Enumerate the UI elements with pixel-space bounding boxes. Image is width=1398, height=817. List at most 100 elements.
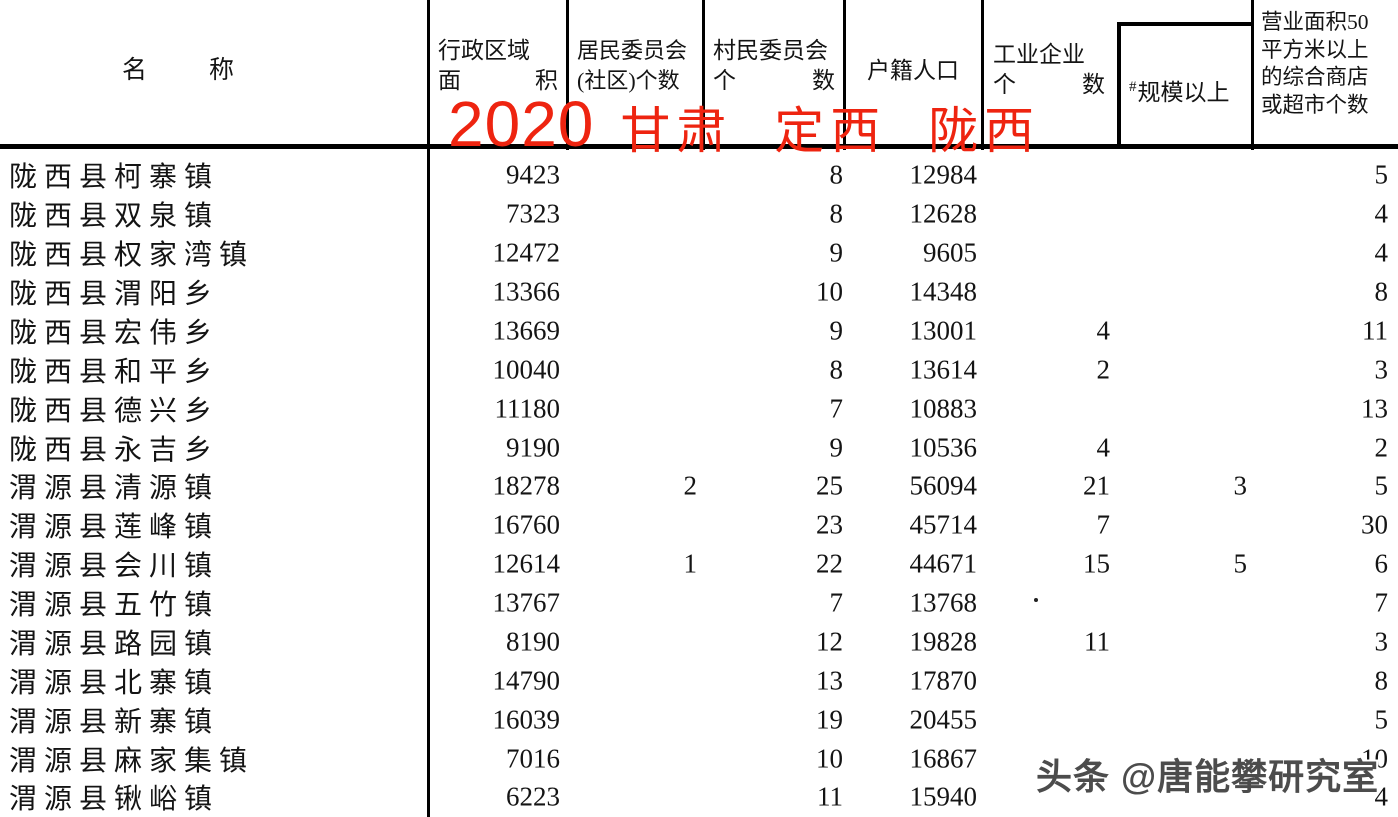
cell-area: 12472 (492, 237, 561, 268)
cell-area: 8190 (506, 626, 560, 657)
cell-area: 14790 (492, 665, 561, 696)
red-watermark: 2020 甘肃 定西 陇西 (448, 92, 1040, 156)
header-jumin-line2: (社区)个数 (577, 68, 680, 93)
cell-cunmin: 22 (816, 548, 843, 579)
cell-hukou: 19828 (909, 626, 978, 657)
column-divider-gongye (1251, 0, 1254, 150)
header-area: 行政区域 面 积 (438, 36, 558, 96)
cell-name: 陇西县和平乡 (9, 356, 220, 388)
cell-shop: 3 (1374, 354, 1389, 385)
header-bottom-rule (0, 144, 1398, 149)
header-shop: 营业面积50 平方米以上 的综合商店 或超市个数 (1261, 9, 1391, 119)
header-jumin-line1: 居民委员会 (577, 38, 688, 63)
header-name-char1: 名 (122, 57, 148, 84)
cell-name: 渭源县北寨镇 (9, 667, 220, 699)
table-row: 陇西县权家湾镇 12472 9 9605 4 (0, 234, 1398, 273)
header-jumin: 居民委员会 (社区)个数 (577, 36, 699, 96)
cell-hukou: 17870 (909, 665, 978, 696)
table-body: 陇西县柯寨镇 9423 8 12984 5 陇西县双泉镇 7323 8 12628 4 陇西县权家湾… (0, 156, 1398, 817)
cell-shop: 8 (1374, 665, 1389, 696)
header-cunmin-char1: 个 (713, 68, 736, 93)
cell-shop: 13 (1361, 393, 1388, 424)
cell-shop: 4 (1374, 198, 1389, 229)
cell-cunmin: 11 (817, 781, 843, 812)
cell-cunmin: 19 (816, 704, 843, 735)
cell-cunmin: 10 (816, 276, 843, 307)
cell-cunmin: 7 (829, 587, 844, 618)
table-row: 渭源县五竹镇 13767 7 13768 7 (0, 584, 1398, 623)
cell-shop: 5 (1374, 470, 1389, 501)
cell-area: 18278 (492, 470, 561, 501)
header-cunmin-line1: 村民委员会 (713, 38, 828, 63)
cell-name: 陇西县宏伟乡 (9, 317, 220, 349)
cell-shop: 2 (1374, 432, 1389, 463)
cell-hukou: 13768 (909, 587, 978, 618)
column-divider-cunmin (843, 0, 846, 150)
cell-shop: 7 (1374, 587, 1389, 618)
cell-jumin: 1 (683, 548, 698, 579)
table-row: 陇西县和平乡 10040 8 13614 2 3 (0, 350, 1398, 389)
cell-shop: 10 (1361, 743, 1388, 774)
cell-area: 12614 (492, 548, 561, 579)
cell-gongye: 4 (1096, 315, 1111, 346)
header-hukou: 户籍人口 (867, 58, 959, 83)
cell-name: 陇西县权家湾镇 (9, 240, 255, 272)
red-watermark-text: 甘肃 定西 陇西 (620, 103, 1041, 159)
cell-hukou: 12628 (909, 198, 978, 229)
cell-cunmin: 8 (829, 198, 844, 229)
cell-cunmin: 12 (816, 626, 843, 657)
cell-gongye: 21 (1083, 470, 1110, 501)
cell-hukou: 15940 (909, 781, 978, 812)
cell-guimo: 5 (1233, 548, 1248, 579)
cell-hukou: 14348 (909, 276, 978, 307)
header-guimo-label: 规模以上 (1137, 80, 1230, 105)
cell-name: 渭源县路园镇 (9, 628, 220, 660)
cell-name: 渭源县麻家集镇 (9, 745, 255, 777)
cell-area: 11180 (494, 393, 561, 424)
cell-name: 渭源县清源镇 (9, 473, 220, 505)
table-row: 渭源县麻家集镇 7016 10 16867 10 (0, 739, 1398, 778)
table-row: 陇西县宏伟乡 13669 9 13001 4 11 (0, 312, 1398, 351)
cell-hukou: 13001 (909, 315, 978, 346)
header-name-char2: 称 (208, 57, 234, 84)
cell-shop: 6 (1374, 548, 1389, 579)
cell-cunmin: 23 (816, 509, 843, 540)
cell-area: 10040 (492, 354, 561, 385)
cell-area: 16039 (492, 704, 561, 735)
header-guimo: #规模以上 (1129, 72, 1230, 108)
cell-cunmin: 9 (829, 315, 844, 346)
cell-hukou: 13614 (909, 354, 978, 385)
cell-jumin: 2 (683, 470, 698, 501)
cell-shop: 11 (1362, 315, 1388, 346)
header-shop-line2: 平方米以上 (1261, 37, 1369, 62)
header-area-line2: 面 积 (438, 66, 558, 96)
cell-name: 陇西县双泉镇 (9, 201, 220, 233)
cell-hukou: 10536 (909, 432, 978, 463)
cell-hukou: 20455 (909, 704, 978, 735)
header-shop-line3: 的综合商店 (1261, 65, 1369, 89)
column-divider-hukou (981, 0, 984, 150)
cell-area: 7016 (506, 743, 560, 774)
cell-cunmin: 25 (816, 470, 843, 501)
table-row: 渭源县锹峪镇 6223 11 15940 4 (0, 778, 1398, 817)
cell-area: 9190 (506, 432, 560, 463)
cell-area: 9423 (506, 159, 560, 190)
header-shop-line4: 或超市个数 (1261, 92, 1369, 117)
table-row: 陇西县德兴乡 11180 7 10883 13 (0, 389, 1398, 428)
column-divider-jumin (702, 0, 705, 150)
table-row: 渭源县路园镇 8190 12 19828 11 3 (0, 623, 1398, 662)
cell-name: 陇西县柯寨镇 (9, 162, 220, 194)
cell-cunmin: 7 (829, 393, 844, 424)
table-row: 渭源县莲峰镇 16760 23 45714 7 30 (0, 506, 1398, 545)
cell-name: 渭源县莲峰镇 (9, 512, 220, 544)
table-row: 陇西县柯寨镇 9423 8 12984 5 (0, 156, 1398, 195)
header-gongye-char2: 数 (1082, 72, 1105, 97)
column-divider-area (566, 0, 569, 150)
cell-hukou: 10883 (909, 393, 978, 424)
cell-area: 13767 (492, 587, 561, 618)
cell-guimo: 3 (1233, 470, 1248, 501)
cell-area: 6223 (506, 781, 560, 812)
table-row: 陇西县双泉镇 7323 8 12628 4 (0, 195, 1398, 234)
cell-gongye: 2 (1096, 354, 1111, 385)
